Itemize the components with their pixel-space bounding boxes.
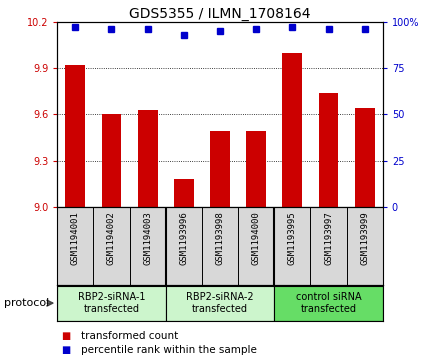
Text: protocol: protocol	[4, 298, 50, 308]
Bar	[174, 179, 194, 207]
Text: GSM1194003: GSM1194003	[143, 211, 152, 265]
Text: ■: ■	[62, 331, 71, 341]
Text: GSM1193996: GSM1193996	[180, 211, 188, 265]
Text: GSM1194002: GSM1194002	[107, 211, 116, 265]
Text: transformed count: transformed count	[81, 331, 179, 341]
Text: GSM1193998: GSM1193998	[216, 211, 224, 265]
Text: GSM1193997: GSM1193997	[324, 211, 333, 265]
Bar	[166, 286, 274, 321]
Bar	[57, 286, 166, 321]
Bar	[282, 53, 302, 207]
Text: GSM1194000: GSM1194000	[252, 211, 260, 265]
Bar	[138, 110, 158, 207]
Bar	[246, 131, 266, 207]
Text: control siRNA
transfected: control siRNA transfected	[296, 292, 361, 314]
Text: GSM1194001: GSM1194001	[71, 211, 80, 265]
Text: RBP2-siRNA-1
transfected: RBP2-siRNA-1 transfected	[78, 292, 145, 314]
Text: GSM1193995: GSM1193995	[288, 211, 297, 265]
Bar	[210, 131, 230, 207]
Text: percentile rank within the sample: percentile rank within the sample	[81, 345, 257, 355]
Title: GDS5355 / ILMN_1708164: GDS5355 / ILMN_1708164	[129, 7, 311, 21]
Text: GSM1193999: GSM1193999	[360, 211, 369, 265]
Text: ■: ■	[62, 345, 71, 355]
Text: RBP2-siRNA-2
transfected: RBP2-siRNA-2 transfected	[186, 292, 254, 314]
Bar	[102, 114, 121, 207]
Bar	[274, 286, 383, 321]
Bar	[355, 108, 375, 207]
Bar	[66, 65, 85, 207]
Bar	[319, 93, 338, 207]
